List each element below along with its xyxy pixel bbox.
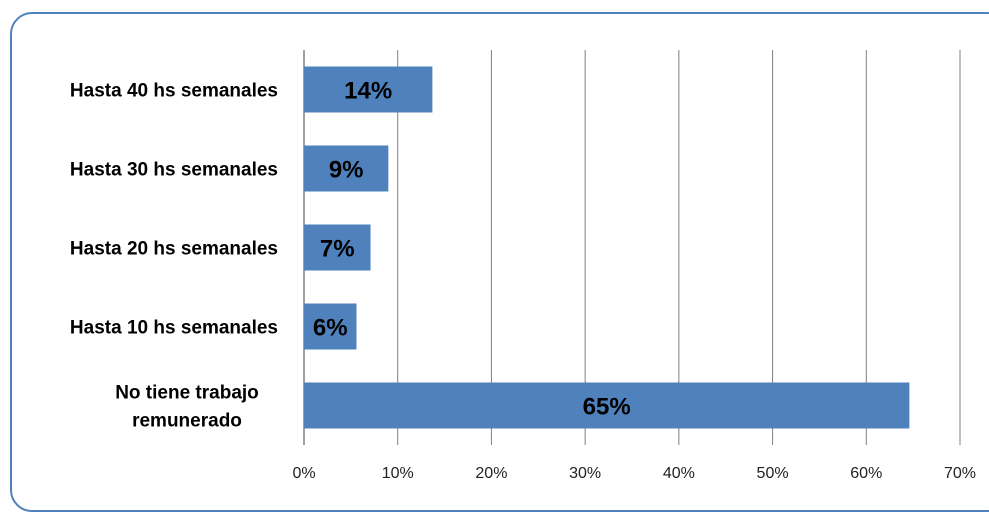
category-label: Hasta 20 hs semanales <box>70 239 278 260</box>
x-tick-label: 50% <box>757 465 789 482</box>
bar <box>304 66 433 113</box>
chart-frame <box>10 12 989 512</box>
data-label: 7% <box>320 236 355 263</box>
bar <box>304 303 357 350</box>
bar <box>304 224 371 271</box>
x-tick-label: 40% <box>663 465 695 482</box>
x-tick-label: 10% <box>382 465 414 482</box>
bar-chart: 0% 10% 20% 30% 40% 50% 60% 70% 14% Hasta 40 hs se… <box>70 50 976 483</box>
labels: 0% 10% 20% 30% 40% 50% 60% 70% 14% Hasta 40 hs se… <box>70 78 976 483</box>
bars <box>304 66 910 429</box>
category-label: No tiene trabajo <box>115 383 259 404</box>
category-label: Hasta 10 hs semanales <box>70 318 278 339</box>
data-label: 65% <box>583 394 631 421</box>
x-tick-label: 30% <box>569 465 601 482</box>
x-tick-label: 20% <box>475 465 507 482</box>
bar <box>304 145 389 192</box>
data-label: 14% <box>344 78 392 105</box>
bar <box>304 382 910 429</box>
data-label: 9% <box>329 157 364 184</box>
category-label: Hasta 30 hs semanales <box>70 160 278 181</box>
category-label: remunerado <box>132 411 242 432</box>
x-tick-label: 70% <box>944 465 976 482</box>
x-tick-label: 60% <box>850 465 882 482</box>
category-label: Hasta 40 hs semanales <box>70 81 278 102</box>
x-tick-label: 0% <box>292 465 315 482</box>
data-label: 6% <box>313 315 348 342</box>
